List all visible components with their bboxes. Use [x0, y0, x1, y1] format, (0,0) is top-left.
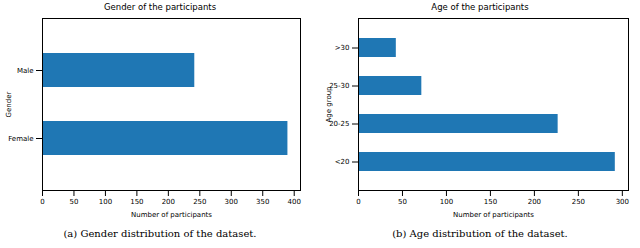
html-text:Gender of the participants: Gender of the participants	[103, 2, 217, 12]
svg-text:Male: Male	[17, 67, 34, 75]
svg-text:>30: >30	[335, 44, 350, 52]
html-text:(a) Gender distribution of the: (a) Gender distribution of the dataset.	[63, 228, 257, 239]
svg-text:400: 400	[288, 198, 301, 206]
svg-text:20-25: 20-25	[329, 120, 350, 129]
svg-text:250: 250	[572, 198, 585, 206]
svg-text:Gender: Gender	[5, 91, 13, 117]
svg-text:Age group: Age group	[325, 86, 333, 123]
svg-text:200: 200	[162, 198, 175, 206]
svg-text:350: 350	[256, 198, 269, 206]
svg-text:200: 200	[528, 198, 541, 206]
svg-text:50: 50	[398, 198, 407, 206]
html-text:(b) Age distribution of the da: (b) Age distribution of the dataset.	[392, 228, 568, 239]
svg-text:0: 0	[40, 198, 44, 206]
svg-text:100: 100	[99, 198, 112, 206]
svg-text:250: 250	[193, 198, 206, 206]
svg-text:100: 100	[440, 198, 453, 206]
svg-text:Female: Female	[8, 135, 33, 143]
html-text:Age of the participants: Age of the participants	[431, 2, 529, 12]
svg-text:300: 300	[616, 198, 629, 206]
svg-text:25-30: 25-30	[329, 82, 350, 91]
svg-text:300: 300	[225, 198, 238, 206]
svg-text:Number of participants: Number of participants	[453, 211, 534, 219]
svg-text:0: 0	[356, 198, 360, 206]
svg-text:<20: <20	[335, 158, 350, 166]
svg-text:150: 150	[130, 198, 143, 206]
svg-text:150: 150	[484, 198, 497, 206]
svg-text:Number of participants: Number of participants	[131, 211, 212, 219]
svg-text:50: 50	[70, 198, 79, 206]
